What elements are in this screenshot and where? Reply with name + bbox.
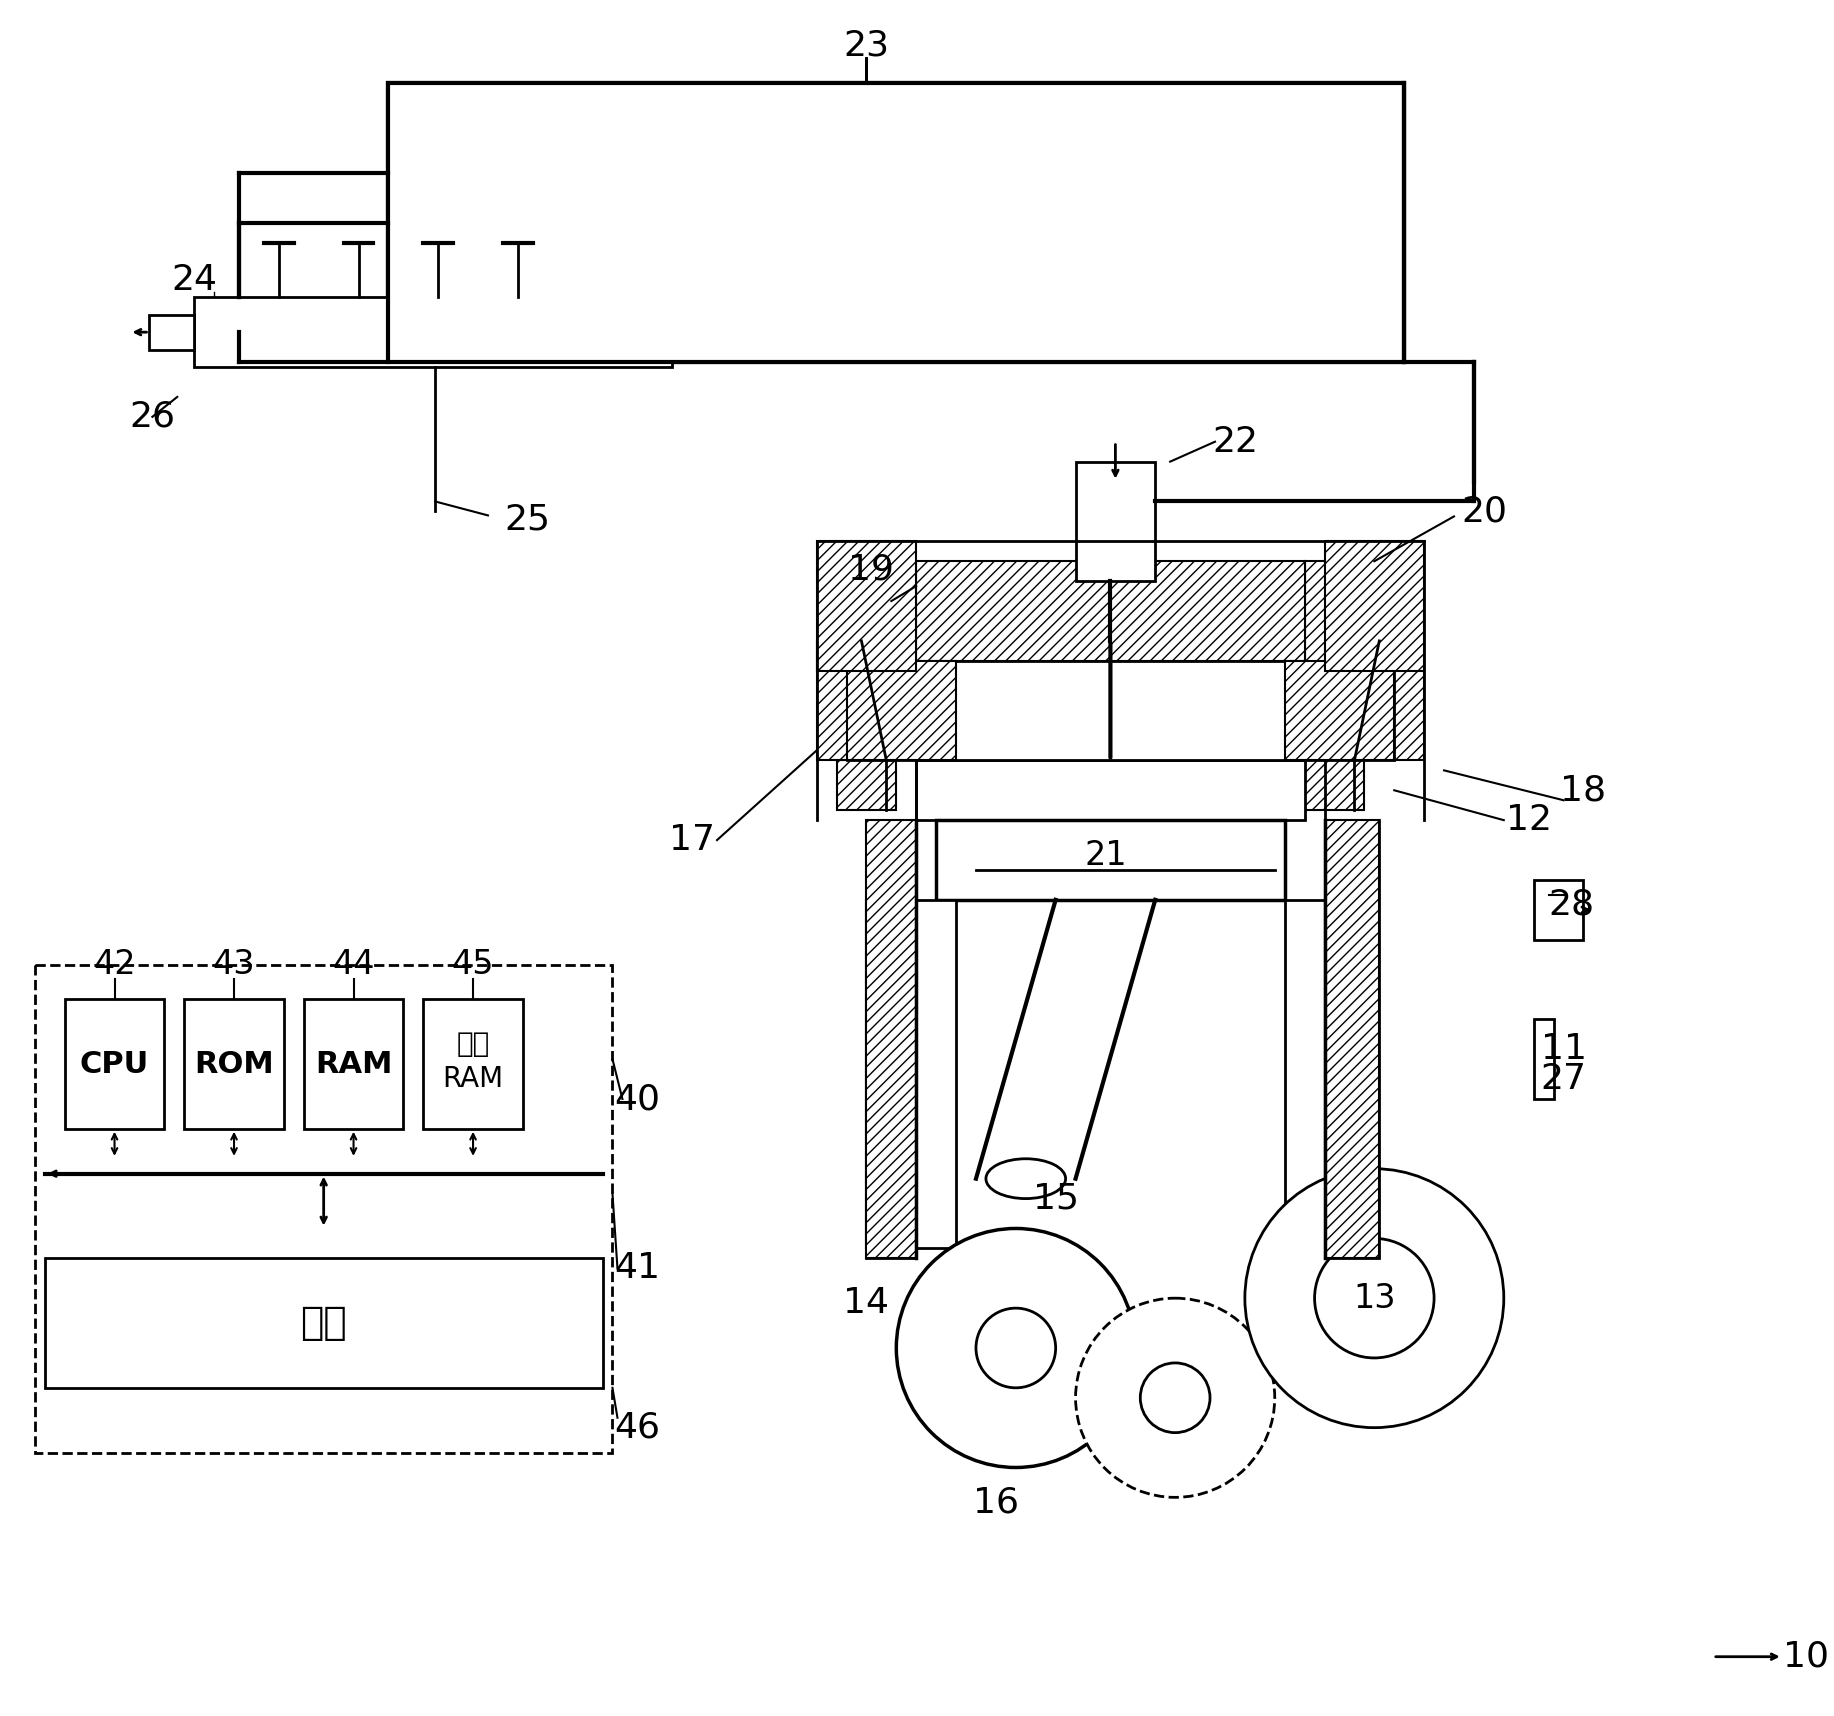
- Bar: [866, 820, 917, 1258]
- Text: 43: 43: [213, 947, 255, 982]
- Bar: [194, 297, 673, 367]
- Circle shape: [1245, 1169, 1504, 1428]
- Bar: [389, 82, 1405, 362]
- Bar: [35, 964, 613, 1452]
- Text: 20: 20: [1462, 494, 1508, 529]
- Bar: [935, 820, 1284, 899]
- Text: 11: 11: [1541, 1033, 1586, 1066]
- Bar: [1284, 661, 1394, 760]
- Text: CPU: CPU: [81, 1050, 149, 1079]
- Bar: [917, 561, 1304, 661]
- Circle shape: [1141, 1363, 1210, 1433]
- Text: 26: 26: [130, 400, 176, 434]
- Bar: [673, 316, 702, 350]
- Text: 40: 40: [614, 1083, 660, 1115]
- Ellipse shape: [987, 1158, 1066, 1198]
- Bar: [1075, 462, 1155, 582]
- Bar: [917, 760, 1304, 820]
- Text: RAM: RAM: [442, 1066, 504, 1093]
- Text: 27: 27: [1541, 1062, 1586, 1097]
- Text: ROM: ROM: [194, 1050, 273, 1079]
- Text: 44: 44: [332, 947, 374, 982]
- Text: 16: 16: [972, 1486, 1020, 1519]
- Text: 45: 45: [451, 947, 495, 982]
- Bar: [304, 999, 403, 1129]
- Bar: [1324, 820, 1379, 1258]
- Bar: [1533, 880, 1583, 940]
- Text: 10: 10: [1783, 1640, 1828, 1673]
- Bar: [1304, 561, 1385, 760]
- Bar: [183, 999, 284, 1129]
- Text: 15: 15: [1033, 1182, 1078, 1215]
- Text: 14: 14: [844, 1287, 889, 1320]
- Bar: [816, 640, 877, 760]
- Bar: [836, 760, 897, 810]
- Text: 28: 28: [1548, 887, 1594, 921]
- Bar: [149, 316, 194, 350]
- Text: 后备: 后备: [457, 1030, 490, 1059]
- Text: 19: 19: [849, 553, 895, 587]
- Bar: [1284, 899, 1324, 1248]
- Text: 41: 41: [614, 1251, 660, 1285]
- Bar: [1364, 640, 1425, 760]
- Bar: [866, 899, 917, 1248]
- Bar: [847, 661, 1394, 760]
- Circle shape: [1075, 1299, 1275, 1498]
- Text: 21: 21: [1084, 839, 1126, 872]
- Circle shape: [976, 1308, 1056, 1388]
- Bar: [424, 999, 523, 1129]
- Bar: [847, 661, 956, 760]
- Circle shape: [1315, 1239, 1434, 1357]
- Text: 18: 18: [1561, 774, 1607, 807]
- Text: 接口: 接口: [301, 1304, 347, 1342]
- Text: 17: 17: [669, 824, 715, 856]
- Text: 25: 25: [504, 503, 550, 537]
- Bar: [44, 1258, 603, 1388]
- Bar: [389, 82, 1405, 362]
- Bar: [1533, 1019, 1553, 1098]
- Text: 23: 23: [844, 29, 889, 62]
- Text: RAM: RAM: [315, 1050, 392, 1079]
- Bar: [816, 541, 917, 671]
- Circle shape: [897, 1229, 1135, 1467]
- Bar: [1304, 760, 1364, 810]
- Bar: [866, 820, 917, 1258]
- Text: 46: 46: [614, 1411, 660, 1445]
- Bar: [64, 999, 165, 1129]
- Text: 22: 22: [1212, 426, 1258, 458]
- Text: 13: 13: [1353, 1282, 1396, 1314]
- Text: 42: 42: [94, 947, 136, 982]
- Bar: [1324, 541, 1425, 671]
- Bar: [917, 899, 956, 1248]
- Bar: [836, 561, 917, 760]
- Text: 24: 24: [171, 263, 216, 297]
- Bar: [1324, 899, 1374, 1248]
- Text: 12: 12: [1506, 803, 1552, 837]
- Bar: [1324, 820, 1379, 1258]
